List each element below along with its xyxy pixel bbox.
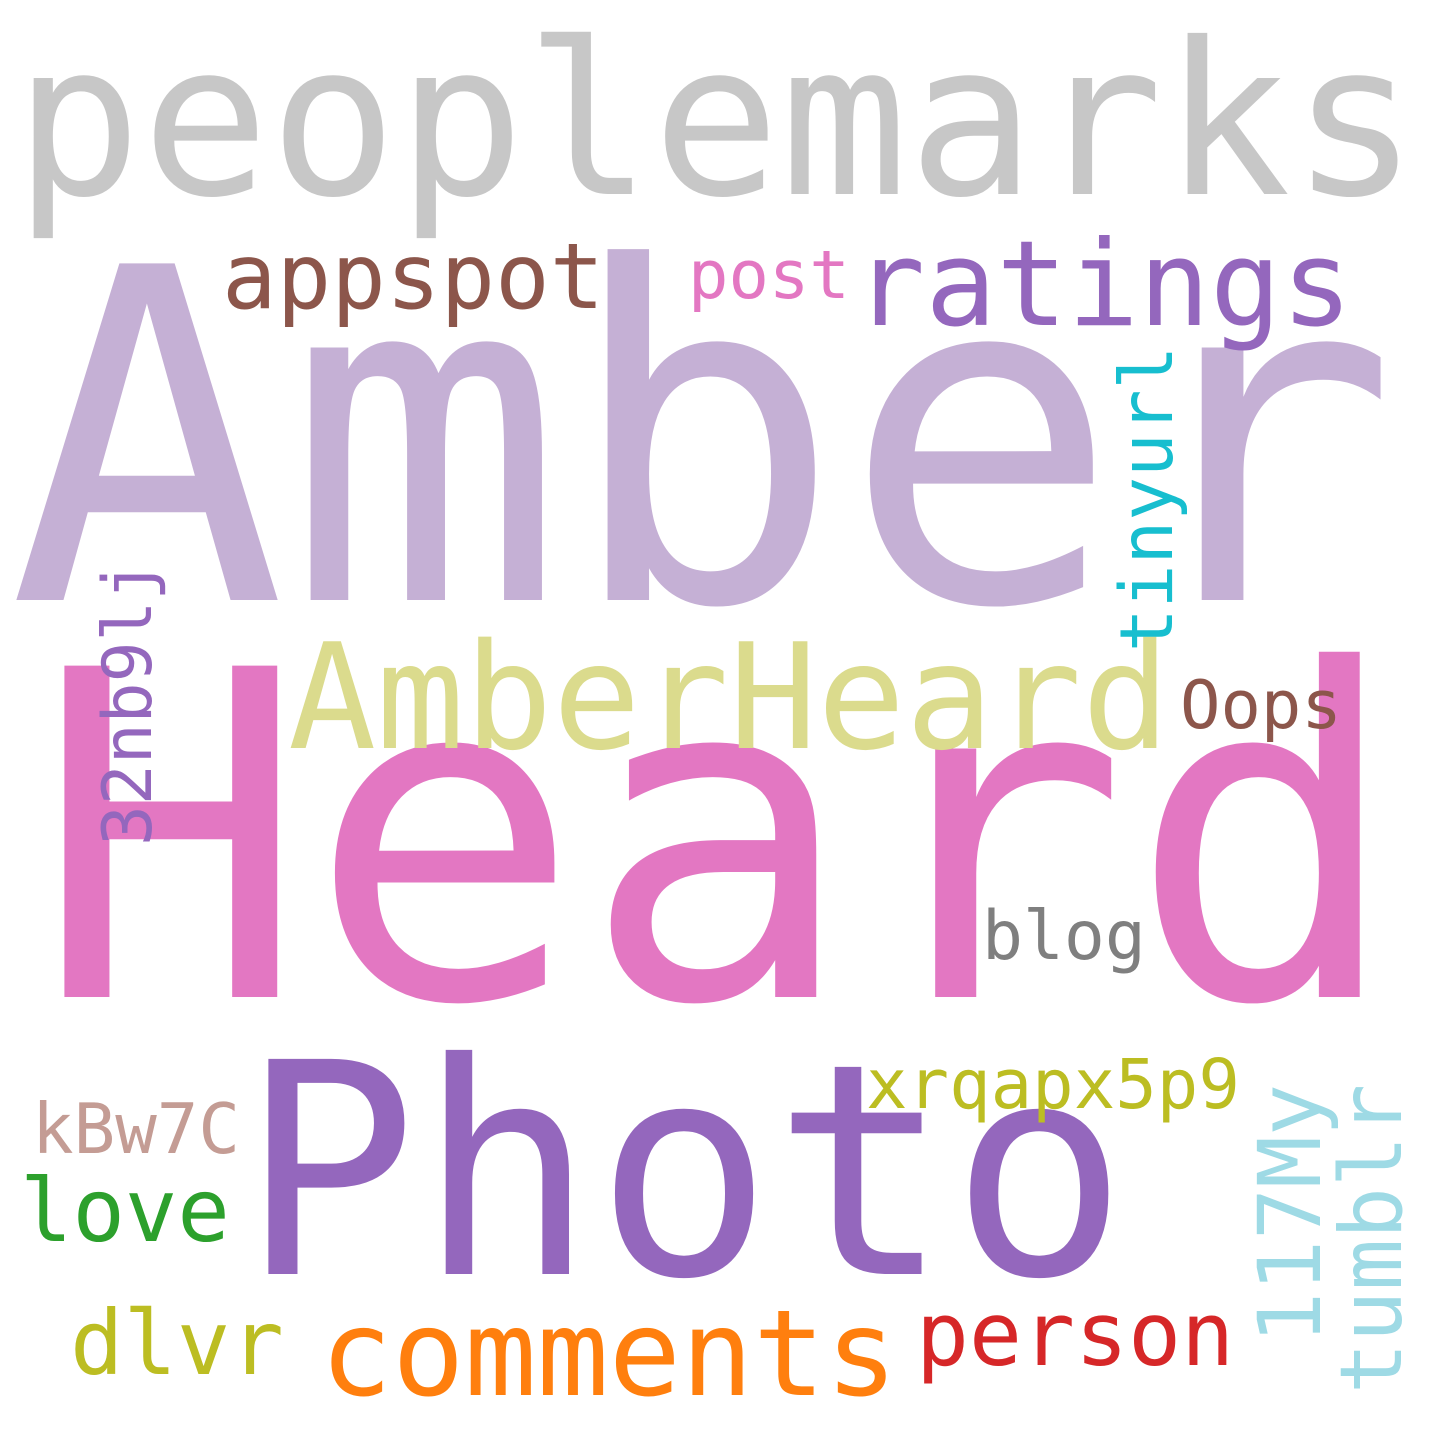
word-love: love — [20, 1160, 230, 1263]
word-heard: Heard — [34, 576, 1403, 1106]
word-peoplemarks: peoplemarks — [14, 0, 1419, 246]
word-xrqapx5p9: xrqapx5p9 — [866, 1045, 1240, 1126]
word-post: post — [688, 236, 850, 315]
word-oops: Oops — [1180, 666, 1342, 745]
word-tumblr: tumblr — [1321, 1083, 1422, 1394]
word-ratings: ratings — [854, 214, 1353, 353]
word-person: person — [916, 1282, 1235, 1386]
word-comments: comments — [320, 1285, 898, 1425]
word-photo: Photo — [240, 999, 1129, 1344]
word-kbw7c: kBw7C — [32, 1089, 240, 1170]
word-32nb9lj: 32nb9lj — [88, 559, 168, 846]
word-amberheard: AmberHeard — [288, 612, 1171, 784]
word-appspot: appspot — [222, 225, 605, 331]
word-tinyurl: tinyurl — [1106, 345, 1191, 652]
word-dlvr: dlvr — [70, 1292, 284, 1396]
word-amber: Amber — [8, 171, 1399, 709]
word-blog: blog — [982, 896, 1146, 976]
